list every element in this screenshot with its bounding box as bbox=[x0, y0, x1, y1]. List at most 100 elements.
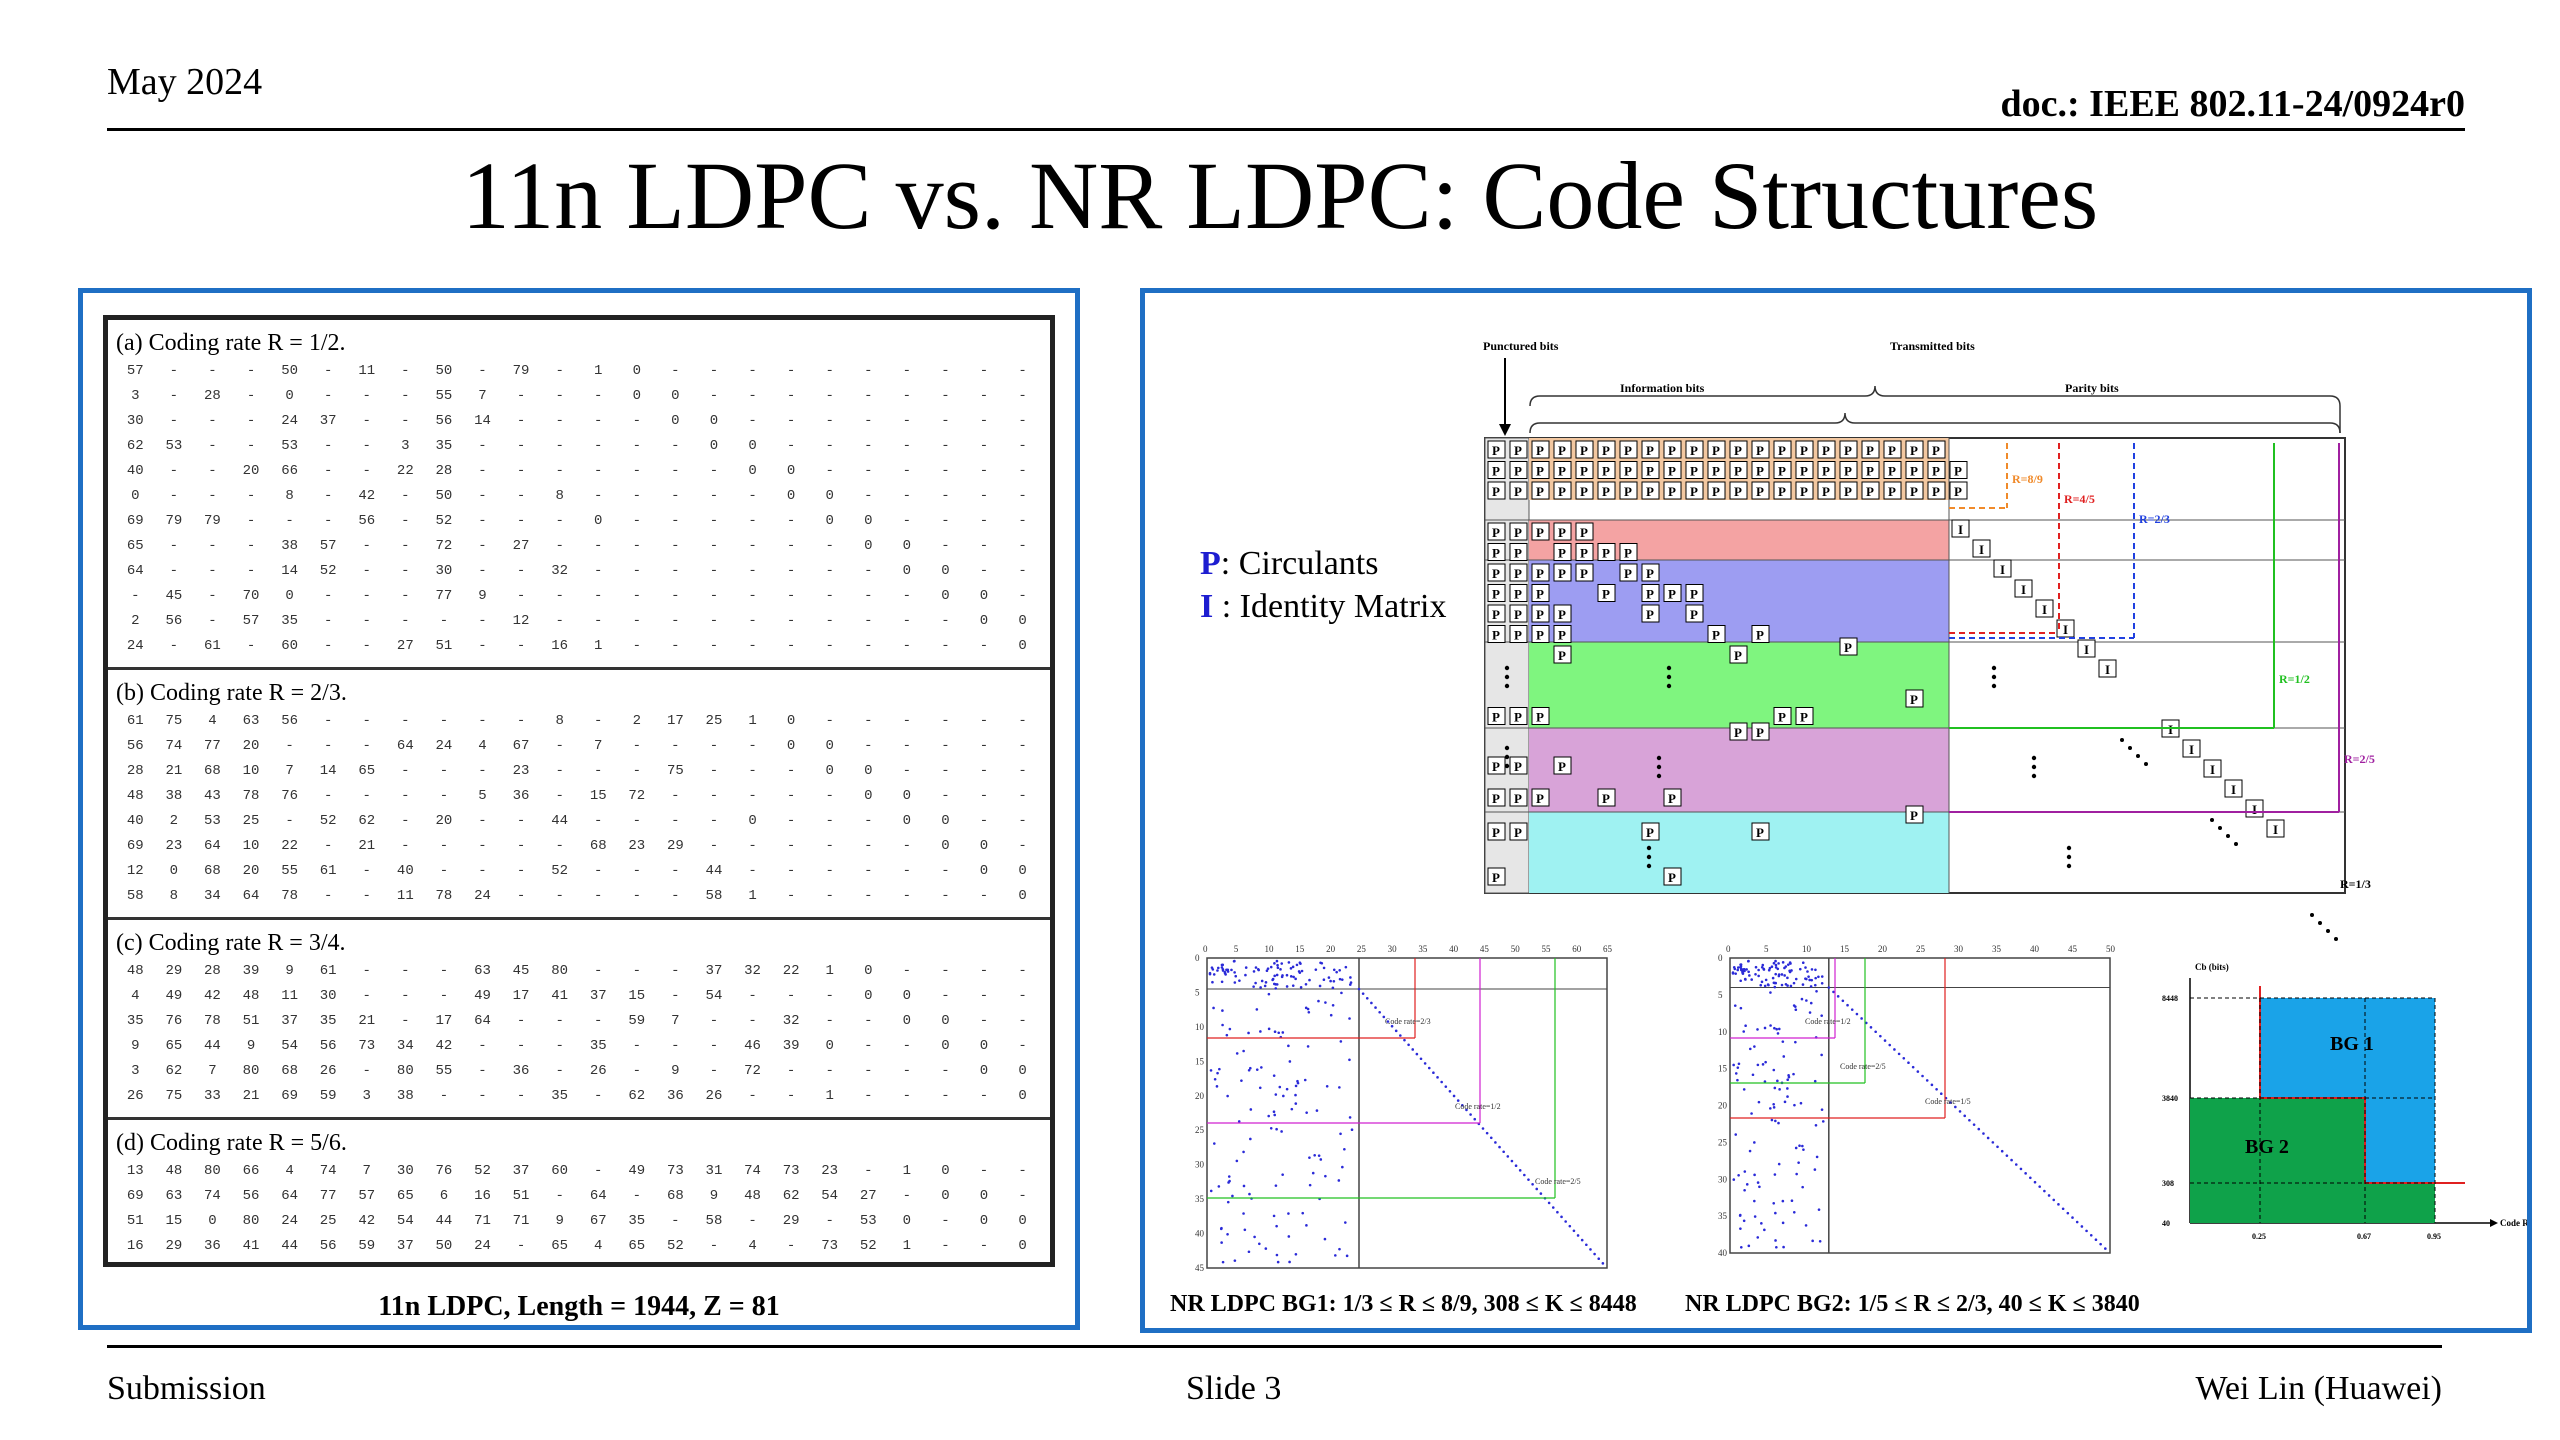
circulant-label: P bbox=[1558, 648, 1566, 663]
matrix-dot bbox=[1230, 968, 1233, 972]
diagonal-dot bbox=[1535, 1187, 1539, 1191]
matrix-dot bbox=[1772, 1202, 1776, 1205]
diagonal-dot bbox=[2080, 1225, 2084, 1228]
matrix-dot bbox=[1226, 1094, 1229, 1098]
matrix-dot bbox=[1242, 1150, 1245, 1154]
matrix-dot bbox=[1273, 974, 1276, 978]
matrix-dot bbox=[1338, 977, 1342, 981]
legend-circulants-text: : Circulants bbox=[1220, 545, 1379, 582]
matrix-dot bbox=[1804, 966, 1807, 969]
matrix-dot bbox=[1777, 1121, 1780, 1125]
matrix-dot bbox=[1209, 1189, 1213, 1193]
matrix-dot bbox=[1774, 963, 1778, 967]
circulant-cell bbox=[1487, 440, 1506, 459]
matrix-dot bbox=[1281, 1031, 1285, 1034]
circulant-label: P bbox=[1778, 464, 1786, 479]
circulant-cell bbox=[1619, 461, 1638, 479]
diagonal-dot bbox=[2052, 1198, 2056, 1202]
tick-label: 5 bbox=[1195, 987, 1200, 997]
matrix-dot bbox=[1247, 1068, 1251, 1072]
matrix-dot bbox=[1213, 1142, 1216, 1145]
matrix-dot bbox=[1750, 1112, 1753, 1115]
circulant-label: P bbox=[1624, 546, 1632, 561]
circulant-label: P bbox=[1514, 587, 1522, 602]
matrix-dot bbox=[1783, 974, 1786, 977]
diagonal-dot bbox=[2085, 1229, 2088, 1233]
matrix-dot bbox=[1306, 1045, 1310, 1048]
matrix-dot bbox=[1742, 1030, 1746, 1033]
circulant-label: P bbox=[1514, 566, 1522, 581]
matrix-dot bbox=[1348, 1058, 1351, 1062]
diagonal-dot bbox=[2047, 1194, 2051, 1197]
matrix-dot bbox=[1294, 1093, 1297, 1097]
circulant-label: P bbox=[1492, 546, 1500, 561]
ellipsis-dot bbox=[1504, 674, 1510, 680]
circulant-label: P bbox=[1580, 546, 1588, 561]
matrix-dot bbox=[1285, 1087, 1289, 1091]
circulant-label: P bbox=[1602, 443, 1610, 458]
diagonal-dot bbox=[1394, 1029, 1398, 1033]
circulant-cell bbox=[1509, 522, 1528, 541]
diagonal-dot bbox=[2043, 1189, 2046, 1193]
matrix-dot bbox=[1821, 1120, 1825, 1123]
matrix-dot bbox=[1348, 983, 1352, 986]
matrix-dot bbox=[1216, 969, 1219, 972]
circulant-label: P bbox=[1536, 484, 1544, 499]
matrix-dot bbox=[1774, 959, 1777, 963]
matrix-dot bbox=[1734, 1133, 1738, 1136]
matrix-dot bbox=[1290, 1107, 1294, 1111]
circulant-label: P bbox=[1580, 566, 1588, 581]
rate-annotation: Code rate=2/3 bbox=[1385, 1017, 1431, 1026]
matrix-dot bbox=[1275, 1224, 1278, 1228]
circulant-cell bbox=[1773, 440, 1792, 459]
diagonal-dot bbox=[1399, 1034, 1402, 1037]
matrix-dot bbox=[1748, 974, 1751, 977]
circulant-cell bbox=[1795, 481, 1814, 500]
matrix-dot bbox=[1745, 968, 1748, 971]
matrix-dot bbox=[1227, 1175, 1231, 1178]
diagonal-dot bbox=[1982, 1132, 1985, 1135]
matrix-dot bbox=[1340, 978, 1344, 981]
circulant-label: P bbox=[1910, 443, 1918, 458]
circulant-cell bbox=[1905, 440, 1924, 459]
circulant-label: P bbox=[1756, 443, 1764, 458]
matrix-dot bbox=[1208, 971, 1212, 975]
circulant-label: P bbox=[1514, 443, 1522, 458]
circulant-label: P bbox=[1844, 484, 1852, 499]
matrix-dot bbox=[1787, 1073, 1790, 1077]
diagonal-dot bbox=[1523, 1173, 1526, 1177]
matrix-dot bbox=[1248, 1192, 1251, 1196]
circulant-label: P bbox=[1624, 566, 1632, 581]
matrix-dot bbox=[1275, 983, 1279, 986]
matrix-dot bbox=[1226, 1232, 1229, 1236]
matrix-dot bbox=[1332, 979, 1336, 983]
circulant-label: P bbox=[1558, 546, 1566, 561]
matrix-dot bbox=[1275, 973, 1279, 977]
matrix-dot bbox=[1774, 981, 1778, 985]
circulant-label: P bbox=[1866, 484, 1874, 499]
matrix-dot bbox=[1764, 1060, 1767, 1064]
y-tick-label: 40 bbox=[2162, 1219, 2170, 1228]
circulant-cell bbox=[1641, 440, 1660, 459]
identity-cell bbox=[2203, 759, 2222, 778]
matrix-dot bbox=[1287, 961, 1291, 964]
ellipsis-dot bbox=[1646, 863, 1652, 869]
circulant-cell bbox=[1597, 584, 1616, 602]
matrix-dot bbox=[1804, 977, 1807, 980]
diagonal-dot bbox=[2061, 1207, 2065, 1211]
matrix-dot bbox=[1315, 1109, 1319, 1112]
rate-label: R=2/5 bbox=[2344, 752, 2375, 766]
tick-label: 65 bbox=[1603, 944, 1613, 954]
diagonal-dot bbox=[1986, 1136, 1990, 1140]
circulant-cell bbox=[1553, 563, 1572, 582]
tick-label: 30 bbox=[1718, 1174, 1728, 1184]
circulant-cell bbox=[1509, 788, 1528, 807]
matrix-dot bbox=[1737, 1062, 1741, 1066]
matrix-row: 56 74 77 20- - -64 24 4 67-7- - - -0 0- - - - - bbox=[126, 738, 1027, 754]
diagonal-dot bbox=[1444, 1085, 1448, 1088]
circulant-cell bbox=[1641, 822, 1660, 841]
ellipsis-dot bbox=[1504, 754, 1510, 760]
matrix-dot bbox=[1731, 971, 1735, 974]
rate-label: R=2/3 bbox=[2139, 512, 2170, 526]
circulant-cell bbox=[1751, 822, 1770, 841]
